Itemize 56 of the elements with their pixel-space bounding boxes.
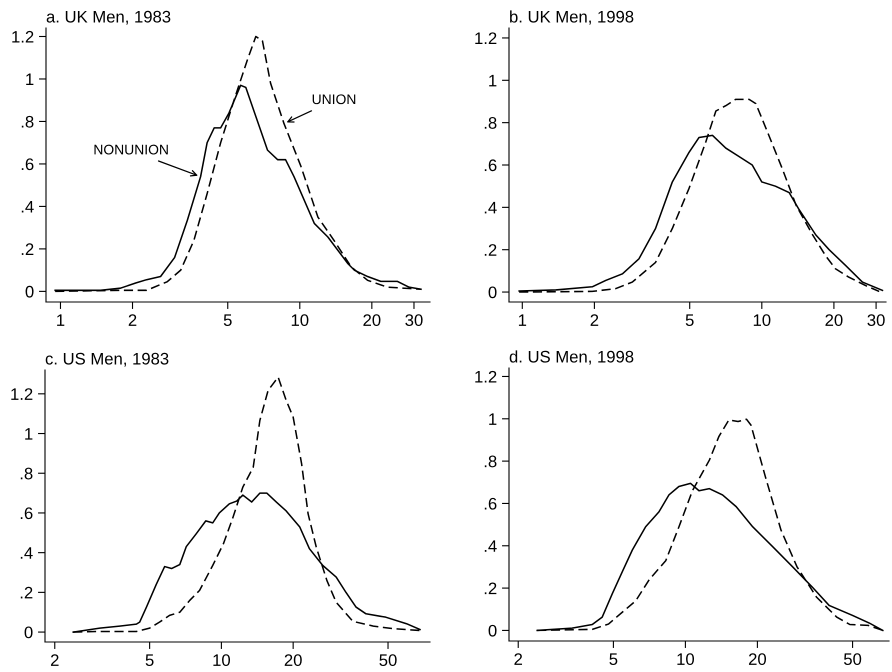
y-tick-label: .2: [22, 243, 34, 255]
x-tick-label: 2: [128, 314, 136, 326]
y-tick-label: 1: [26, 74, 34, 86]
chart-title: b. UK Men, 1998: [510, 10, 634, 25]
y-tick-label: 1.2: [475, 370, 496, 383]
x-tick-label: 10: [292, 314, 308, 326]
x-tick-label: 30: [405, 314, 423, 326]
y-tick-label: 1: [489, 74, 496, 86]
chart-title: c. US Men, 1983: [46, 352, 168, 367]
x-tick-label: 2: [514, 653, 522, 665]
y-tick-label: .8: [484, 456, 496, 468]
y-tick-label: .2: [484, 582, 496, 594]
y-tick-label: .4: [484, 202, 497, 214]
y-tick-label: 0: [488, 286, 497, 298]
y-tick-label: .2: [20, 586, 32, 598]
x-tick-label: 10: [677, 653, 694, 666]
y-tick-label: 1.2: [11, 388, 32, 400]
annotation: NONUNION: [94, 144, 168, 154]
x-tick-label: 20: [825, 314, 843, 326]
x-tick-label: 5: [224, 314, 232, 326]
x-tick-label: 50: [844, 653, 862, 666]
x-tick-label: 2: [50, 654, 59, 666]
y-tick-label: .4: [20, 547, 33, 559]
x-tick-label: 20: [284, 654, 302, 666]
y-tick-label: .4: [484, 540, 497, 552]
x-tick-label: 20: [748, 653, 766, 666]
y-tick-label: .6: [22, 158, 34, 170]
y-tick-label: .8: [20, 468, 32, 480]
chart-title: d. US Men, 1998: [510, 350, 634, 365]
x-tick-label: 5: [146, 654, 154, 666]
y-tick-label: .6: [484, 159, 496, 172]
y-tick-label: 0: [488, 624, 497, 637]
x-tick-label: 1: [57, 314, 64, 326]
y-tick-label: 0: [26, 286, 34, 298]
y-tick-label: 1: [489, 413, 496, 425]
y-tick-label: 0: [24, 626, 33, 638]
y-tick-label: .6: [20, 507, 32, 520]
x-tick-label: 10: [754, 314, 770, 326]
x-tick-label: 1: [518, 314, 526, 326]
y-tick-label: 1: [25, 428, 32, 440]
y-tick-label: .8: [484, 117, 496, 129]
x-tick-label: 50: [379, 654, 397, 666]
x-tick-label: 10: [213, 654, 230, 666]
y-tick-label: .6: [484, 498, 496, 510]
y-tick-label: 1.2: [12, 30, 34, 43]
y-tick-label: .2: [484, 244, 496, 256]
y-tick-label: .4: [22, 200, 34, 212]
x-tick-label: 2: [590, 314, 598, 326]
x-tick-label: 20: [363, 314, 380, 326]
y-tick-label: .8: [22, 116, 34, 128]
x-tick-label: 5: [686, 314, 694, 326]
annotation: UNION: [312, 94, 356, 104]
x-tick-label: 5: [609, 653, 618, 666]
y-tick-label: 1.2: [475, 32, 496, 44]
x-tick-label: 30: [867, 314, 885, 326]
chart-title: a. UK Men, 1983: [46, 10, 170, 25]
